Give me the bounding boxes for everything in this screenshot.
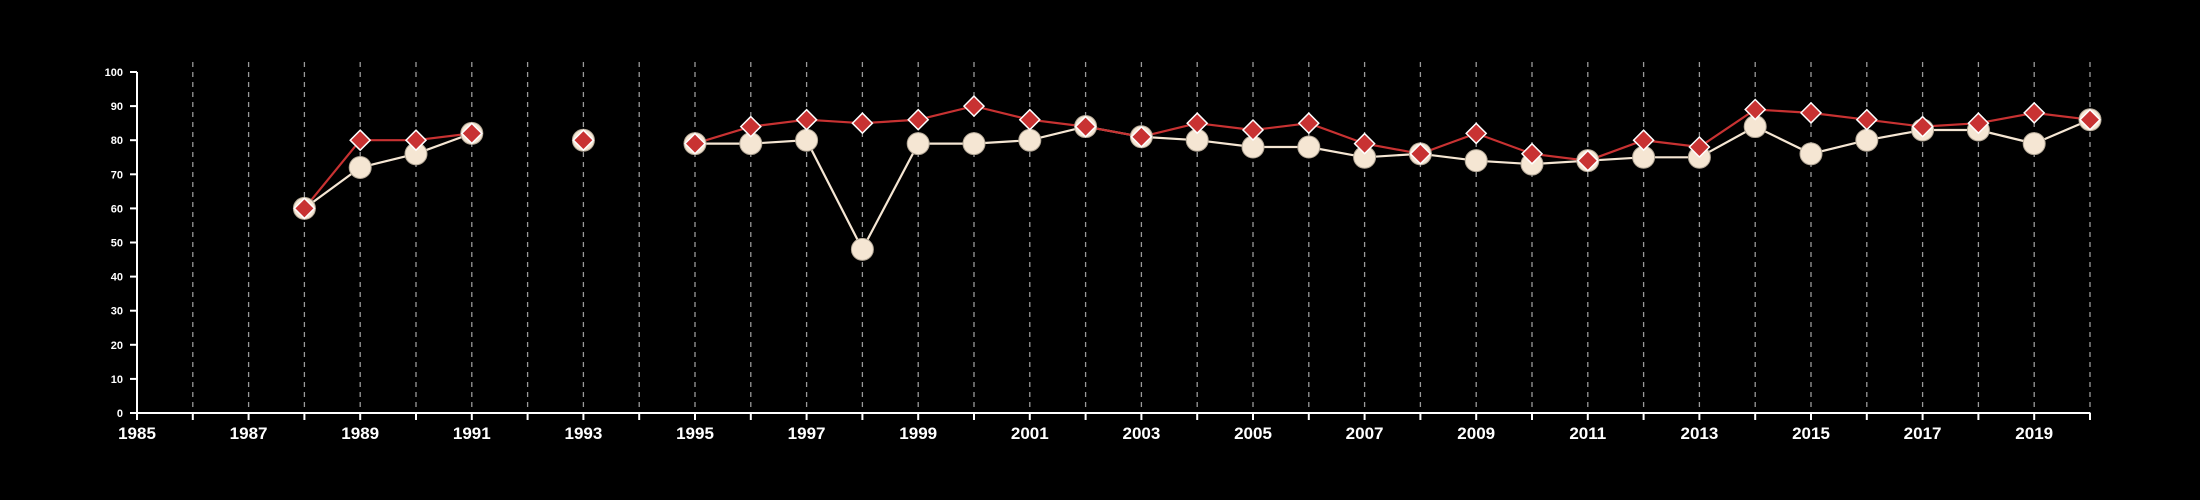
point-diamond-2008 bbox=[1409, 142, 1432, 165]
x-tick-label-1993: 1993 bbox=[564, 424, 602, 443]
x-tick-label-1987: 1987 bbox=[230, 424, 268, 443]
series-diamond-segment-2 bbox=[694, 104, 2091, 162]
point-diamond-2004 bbox=[1186, 112, 1209, 135]
y-tick-label-80: 80 bbox=[111, 135, 123, 147]
point-diamond-2000 bbox=[962, 95, 986, 118]
axes: 1985 1987 1989 1991 1993 1995 1997 1999 2001 2003… bbox=[105, 67, 2091, 443]
series-circle-segment-2 bbox=[695, 118, 2091, 252]
point-diamond-1990 bbox=[404, 129, 428, 152]
x-tick-label-2013: 2013 bbox=[1680, 424, 1718, 443]
series-circle-segment-0 bbox=[303, 132, 473, 210]
point-diamond-2001 bbox=[1018, 108, 1041, 131]
x-tick-label-1999: 1999 bbox=[899, 424, 937, 443]
y-tick-label-20: 20 bbox=[111, 340, 123, 352]
point-circle-2009 bbox=[1464, 149, 1488, 173]
point-diamond-2011 bbox=[1576, 149, 1599, 172]
point-diamond-2015 bbox=[1799, 101, 1823, 124]
y-tick-label-70: 70 bbox=[111, 169, 123, 181]
point-diamond-2009 bbox=[1465, 122, 1488, 145]
x-tick-label-2019: 2019 bbox=[2015, 424, 2053, 443]
point-diamond-2006 bbox=[1297, 112, 1320, 135]
point-diamond-1996 bbox=[739, 115, 762, 138]
point-diamond-2016 bbox=[1855, 108, 1878, 131]
point-diamond-2019 bbox=[2023, 101, 2046, 124]
point-diamond-2010 bbox=[1520, 142, 1544, 165]
y-tick-label-100: 100 bbox=[105, 67, 123, 79]
x-tick-label-2003: 2003 bbox=[1122, 424, 1160, 443]
series-diamond-markers bbox=[293, 95, 2102, 220]
y-tick-label-30: 30 bbox=[111, 306, 123, 318]
point-diamond-1989 bbox=[349, 129, 372, 152]
point-circle-1997 bbox=[795, 128, 819, 152]
x-tick-label-1991: 1991 bbox=[453, 424, 491, 443]
x-tick-label-2007: 2007 bbox=[1346, 424, 1384, 443]
point-diamond-2003 bbox=[1130, 125, 1153, 148]
point-circle-2019 bbox=[2022, 132, 2046, 156]
point-circle-1989 bbox=[348, 155, 372, 179]
point-diamond-2014 bbox=[1744, 98, 1767, 121]
y-tick-label-90: 90 bbox=[111, 101, 123, 113]
y-tick-label-50: 50 bbox=[111, 238, 123, 250]
x-tick-label-2015: 2015 bbox=[1792, 424, 1830, 443]
point-diamond-1991 bbox=[460, 122, 483, 145]
point-diamond-2018 bbox=[1967, 112, 1990, 135]
x-tick-label-2001: 2001 bbox=[1011, 424, 1049, 443]
point-diamond-2012 bbox=[1632, 129, 1655, 152]
point-diamond-1999 bbox=[907, 108, 930, 131]
x-tick-label-1995: 1995 bbox=[676, 424, 714, 443]
x-tick-label-1997: 1997 bbox=[788, 424, 826, 443]
point-circle-2000 bbox=[962, 132, 986, 156]
y-tick-label-40: 40 bbox=[111, 272, 123, 284]
grid bbox=[192, 62, 2091, 413]
point-circle-1999 bbox=[906, 132, 930, 156]
point-diamond-1997 bbox=[795, 108, 818, 131]
series-diamond-segment-0 bbox=[303, 132, 472, 210]
point-diamond-2005 bbox=[1241, 118, 1265, 142]
point-diamond-2017 bbox=[1911, 115, 1934, 138]
point-diamond-1993 bbox=[572, 129, 595, 152]
point-circle-2015 bbox=[1799, 142, 1823, 166]
x-tick-label-2005: 2005 bbox=[1234, 424, 1272, 443]
point-diamond-1988 bbox=[293, 197, 316, 220]
point-circle-2001 bbox=[1018, 128, 1042, 152]
point-diamond-2020 bbox=[2078, 108, 2102, 131]
point-diamond-2013 bbox=[1688, 135, 1711, 159]
point-diamond-1995 bbox=[683, 132, 707, 155]
x-tick-label-1985: 1985 bbox=[118, 424, 156, 443]
series-layer bbox=[292, 95, 2102, 261]
x-tick-label-2011: 2011 bbox=[1569, 424, 1606, 443]
point-diamond-2002 bbox=[1074, 115, 1097, 138]
point-circle-2006 bbox=[1297, 135, 1321, 159]
x-tick-label-2009: 2009 bbox=[1457, 424, 1495, 443]
x-tick-label-1989: 1989 bbox=[341, 424, 379, 443]
x-tick-label-2017: 2017 bbox=[1904, 424, 1942, 443]
point-diamond-2007 bbox=[1353, 132, 1376, 155]
y-tick-label-0: 0 bbox=[117, 408, 123, 420]
y-tick-label-60: 60 bbox=[111, 203, 123, 215]
point-circle-1998 bbox=[850, 237, 874, 261]
y-tick-label-10: 10 bbox=[111, 374, 123, 386]
point-circle-2016 bbox=[1855, 128, 1879, 152]
point-diamond-1998 bbox=[851, 112, 874, 135]
